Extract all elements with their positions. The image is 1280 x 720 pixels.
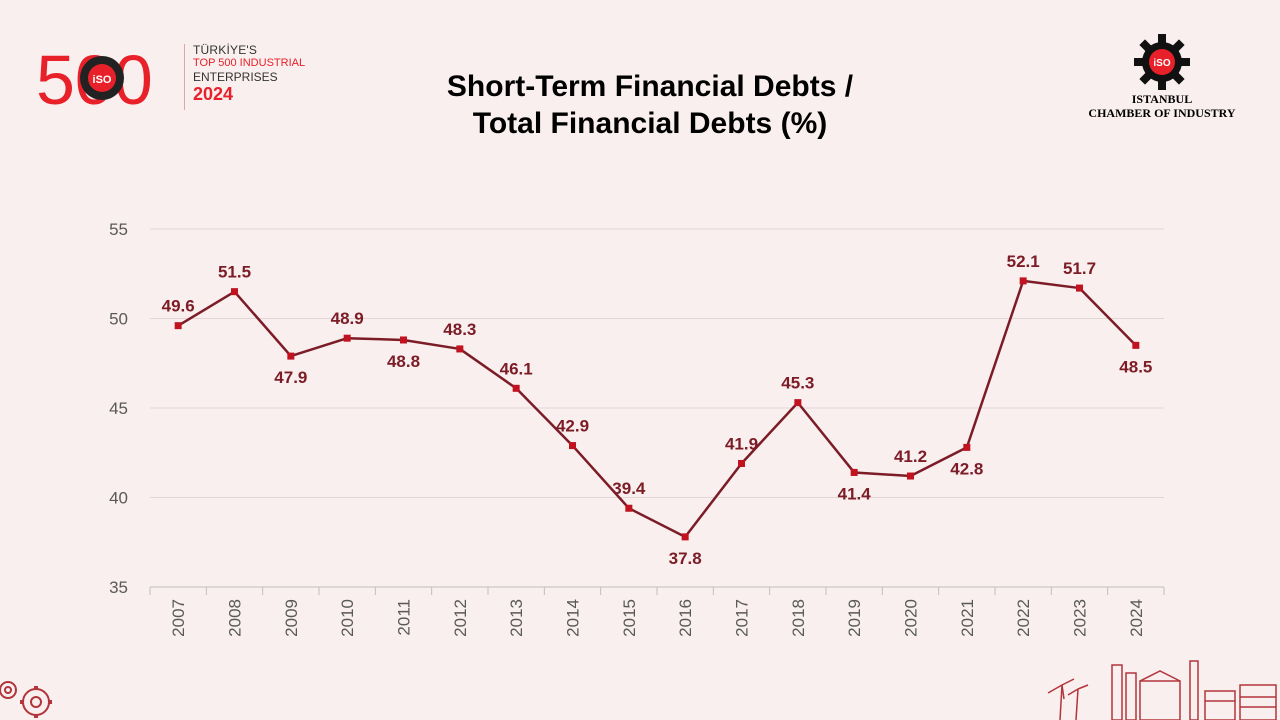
data-point (231, 288, 238, 296)
data-point (907, 472, 914, 480)
data-point (343, 334, 351, 342)
data-point (174, 322, 182, 330)
brand-line1: TÜRKİYE'S (193, 43, 258, 57)
data-label: 41.9 (725, 434, 758, 453)
org-name-line1: ISTANBUL (1131, 92, 1193, 106)
x-tick-label: 2022 (1014, 599, 1033, 637)
brand-text: TÜRKİYE'S TOP 500 INDUSTRIAL ENTERPRISES… (184, 44, 305, 110)
data-point (850, 468, 858, 476)
logo-badge: iSO (93, 74, 112, 86)
x-tick-label: 2016 (676, 599, 695, 637)
brand-year: 2024 (193, 84, 234, 104)
data-point (1132, 341, 1140, 349)
y-tick-label: 55 (109, 220, 128, 239)
org-badge: iSO (1153, 58, 1170, 69)
brand-line2: TOP 500 INDUSTRIAL (193, 57, 306, 69)
y-tick-label: 35 (109, 578, 128, 597)
brand-line3: ENTERPRISES (193, 70, 278, 84)
data-point (1019, 277, 1027, 285)
data-point (569, 442, 576, 450)
x-tick-label: 2008 (226, 599, 245, 637)
gear-center (88, 64, 116, 92)
x-tick-label: 2021 (958, 599, 977, 637)
y-tick-label: 40 (109, 489, 128, 508)
gears-decoration-icon (0, 681, 52, 718)
data-label: 46.1 (500, 359, 533, 378)
y-tick-label: 45 (109, 399, 128, 418)
data-point (512, 384, 520, 392)
y-tick-label: 50 (109, 310, 128, 329)
x-tick-label: 2019 (845, 599, 864, 637)
data-point (1076, 284, 1083, 292)
top500-logo: 500 iSO (36, 40, 186, 119)
data-point (287, 352, 295, 360)
data-point (456, 345, 464, 353)
data-label: 37.8 (669, 549, 702, 568)
x-tick-label: 2017 (733, 599, 752, 637)
org-name-line2: CHAMBER OF INDUSTRY (1088, 106, 1236, 120)
data-label: 42.8 (950, 459, 983, 478)
x-tick-label: 2020 (902, 599, 921, 637)
data-label: 41.2 (894, 447, 927, 466)
series-line (177, 279, 1137, 539)
data-label: 41.4 (838, 484, 872, 503)
chart-title: Short-Term Financial Debts / Total Finan… (300, 68, 1000, 142)
data-label: 48.9 (331, 309, 364, 328)
data-label: 45.3 (781, 374, 814, 393)
data-label: 51.7 (1063, 259, 1096, 278)
data-label: 48.5 (1119, 357, 1152, 376)
data-label: 48.3 (443, 320, 476, 339)
x-tick-label: 2015 (620, 599, 639, 637)
data-label: 47.9 (274, 368, 307, 387)
data-label: 52.1 (1007, 252, 1040, 271)
x-tick-label: 2024 (1127, 599, 1146, 637)
data-label: 51.5 (218, 263, 251, 282)
chart-title-line1: Short-Term Financial Debts / (446, 70, 854, 103)
data-point (963, 443, 971, 451)
x-tick-label: 2014 (564, 599, 583, 637)
x-tick-label: 2012 (451, 599, 470, 637)
x-tick-label: 2009 (282, 599, 301, 637)
data-label: 49.6 (162, 297, 195, 316)
x-tick-label: 2007 (169, 599, 188, 637)
data-point (625, 504, 633, 512)
iso-gear-icon: iSO (1134, 34, 1190, 90)
data-point (400, 336, 407, 344)
x-tick-label: 2010 (338, 599, 357, 637)
x-tick-label: 2013 (507, 599, 526, 637)
x-tick-label: 2011 (395, 599, 414, 636)
industry-skyline-icon (1047, 660, 1277, 720)
chart-title-line2: Total Financial Debts (%) (472, 107, 828, 140)
data-label: 39.4 (612, 479, 646, 498)
x-tick-label: 2018 (789, 599, 808, 637)
org-logo: iSO ISTANBUL CHAMBER OF INDUSTRY (1072, 34, 1252, 120)
data-label: 48.8 (387, 352, 420, 371)
data-point (738, 459, 745, 467)
data-point (681, 533, 689, 541)
data-point (794, 399, 802, 407)
data-label: 42.9 (556, 417, 589, 436)
top500-logo-graphic: 500 iSO (36, 41, 153, 119)
x-tick-label: 2023 (1071, 599, 1090, 637)
